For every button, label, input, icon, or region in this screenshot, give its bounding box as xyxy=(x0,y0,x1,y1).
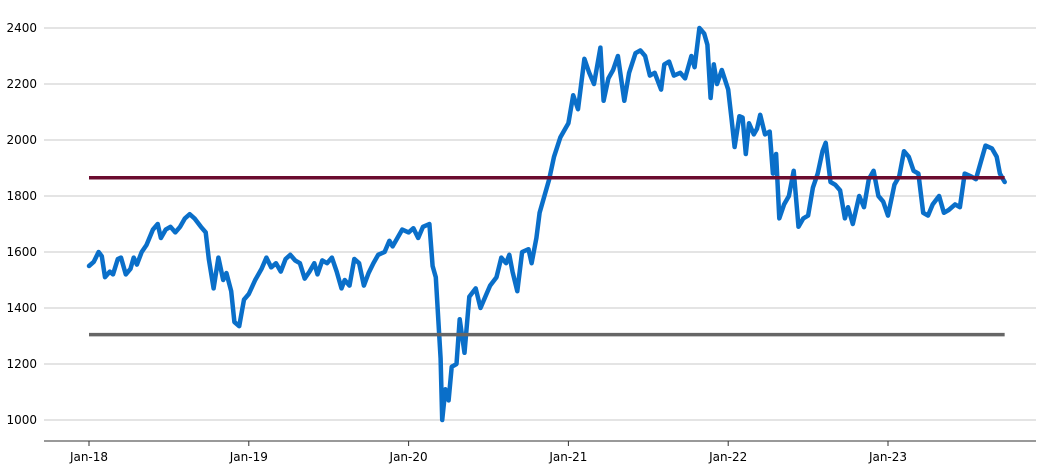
y-tick-label-2000: 2000 xyxy=(6,133,37,147)
y-tick-label-1200: 1200 xyxy=(6,357,37,371)
x-tick-label-Jan-21: Jan-21 xyxy=(548,450,587,464)
y-tick-label-1000: 1000 xyxy=(6,413,37,427)
x-axis: Jan-18 Jan-19 Jan-20 Jan-21 Jan-22 Jan-23 xyxy=(44,440,1036,464)
y-tick-label-2400: 2400 xyxy=(6,21,37,35)
y-tick-label-2200: 2200 xyxy=(6,77,37,91)
y-tick-label-1800: 1800 xyxy=(6,189,37,203)
x-tick-label-Jan-23: Jan-23 xyxy=(868,450,907,464)
x-tick-label-Jan-18: Jan-18 xyxy=(69,450,108,464)
y-tick-label-1600: 1600 xyxy=(6,245,37,259)
series-line-0 xyxy=(86,25,1007,423)
y-tick-label-1400: 1400 xyxy=(6,301,37,315)
x-tick-label-Jan-19: Jan-19 xyxy=(229,450,268,464)
x-tick-label-Jan-22: Jan-22 xyxy=(708,450,747,464)
series-group xyxy=(86,25,1007,423)
y-axis: 1000 1200 1400 1600 1800 2000 2200 2400 xyxy=(6,21,37,427)
x-tick-label-Jan-20: Jan-20 xyxy=(389,450,428,464)
